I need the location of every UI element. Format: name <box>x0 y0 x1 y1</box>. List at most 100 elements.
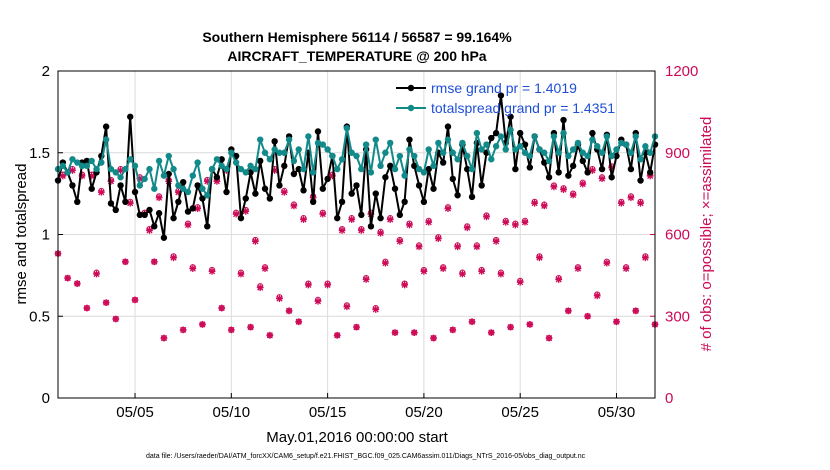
left-y-tick-label: 0.5 <box>29 308 50 325</box>
obs-assimilated-marker <box>271 167 279 174</box>
rmse-point <box>107 200 115 207</box>
totalspread-point <box>59 162 67 170</box>
obs-assimilated-marker <box>78 172 86 180</box>
totalspread-point <box>83 162 91 170</box>
rmse-point <box>541 159 548 166</box>
obs-assimilated-marker <box>290 202 298 210</box>
rmse-point <box>300 187 307 194</box>
totalspread-point <box>642 143 649 150</box>
totalspread-point <box>165 152 172 160</box>
rmse-point <box>271 138 278 145</box>
obs-assimilated-marker <box>218 304 226 312</box>
rmse-point <box>608 174 615 181</box>
obs-assimilated-marker <box>261 265 269 272</box>
chart-subtitle: AIRCRAFT_TEMPERATURE @ 200 hPa <box>227 48 486 64</box>
rmse-point <box>497 92 505 99</box>
rmse-point <box>127 113 134 120</box>
rmse-point <box>589 129 596 137</box>
totalspread-point <box>281 149 288 156</box>
obs-assimilated-marker <box>285 307 293 315</box>
rmse-point <box>151 223 158 230</box>
rmse-point <box>411 162 418 170</box>
legend-spread-label: totalspread grand pr = 1.4351 <box>431 100 615 116</box>
totalspread-point <box>324 146 331 153</box>
obs-assimilated-marker <box>237 270 245 278</box>
rmse-point <box>454 192 461 199</box>
totalspread-point <box>295 146 302 153</box>
rmse-point <box>136 211 144 219</box>
rmse-point <box>237 214 245 222</box>
rmse-point <box>242 195 249 202</box>
obs-assimilated-marker <box>256 284 264 292</box>
rmse-point <box>179 178 187 186</box>
obs-assimilated-marker <box>396 237 404 245</box>
totalspread-point <box>189 172 197 179</box>
totalspread-point <box>141 175 148 183</box>
obs-assimilated-marker <box>97 188 105 196</box>
totalspread-point <box>589 136 596 143</box>
rmse-point <box>464 165 471 173</box>
rmse-point <box>276 182 283 189</box>
rmse-point <box>295 165 302 173</box>
left-y-tick-label: 0 <box>42 390 50 407</box>
totalspread-point <box>122 165 129 173</box>
rmse-point <box>439 159 447 166</box>
totalspread-point <box>569 146 577 153</box>
rmse-point <box>382 174 389 181</box>
obs-assimilated-marker <box>199 321 206 328</box>
totalspread-point <box>464 152 471 160</box>
totalspread-point <box>314 139 322 147</box>
rmse-point <box>175 198 182 205</box>
obs-assimilated-marker <box>497 270 505 278</box>
obs-assimilated-marker <box>622 265 630 272</box>
totalspread-point <box>613 146 620 153</box>
rmse-point <box>252 190 259 197</box>
obs-assimilated-marker <box>381 259 389 267</box>
rmse-point <box>314 128 322 135</box>
totalspread-point <box>565 152 572 160</box>
obs-assimilated-marker <box>170 254 177 262</box>
left-y-tick-label: 1.5 <box>29 145 50 162</box>
rmse-point <box>430 185 437 192</box>
totalspread-point <box>88 157 95 165</box>
totalspread-point <box>117 174 124 181</box>
rmse-point <box>637 177 644 184</box>
totalspread-point <box>213 156 221 163</box>
obs-assimilated-marker <box>569 191 577 199</box>
totalspread-point <box>208 165 216 173</box>
totalspread-point <box>285 136 293 143</box>
obs-assimilated-marker <box>83 304 91 312</box>
totalspread-point <box>411 152 418 160</box>
rmse-point <box>492 129 500 137</box>
obs-assimilated-marker <box>276 295 283 302</box>
totalspread-point <box>536 146 543 153</box>
obs-assimilated-marker <box>136 175 144 183</box>
obs-assimilated-marker <box>502 218 510 226</box>
rmse-point <box>449 175 456 183</box>
totalspread-point <box>502 146 509 153</box>
totalspread-point <box>459 139 466 147</box>
obs-assimilated-marker <box>632 307 640 315</box>
totalspread-point <box>526 152 534 160</box>
rmse-point <box>247 169 254 176</box>
totalspread-point <box>401 172 408 179</box>
obs-assimilated-marker <box>420 267 428 275</box>
totalspread-point <box>468 165 476 173</box>
left-y-tick-labels: 0 0.5 1 1.5 2 <box>29 63 50 407</box>
totalspread-point <box>290 157 298 165</box>
obs-assimilated-marker <box>319 210 327 218</box>
obs-assimilated-marker <box>459 270 466 278</box>
rmse-point <box>160 234 168 241</box>
rmse-point <box>309 198 317 205</box>
totalspread-point <box>646 149 654 156</box>
totalspread-point <box>632 133 639 140</box>
rmse-point <box>184 208 192 215</box>
rmse-point <box>420 198 428 205</box>
rmse-point <box>83 157 91 165</box>
totalspread-point <box>329 152 336 160</box>
rmse-point <box>69 182 76 189</box>
totalspread-point <box>261 149 269 156</box>
rmse-point <box>223 188 230 196</box>
rmse-point <box>555 169 562 176</box>
totalspread-point <box>184 188 192 196</box>
